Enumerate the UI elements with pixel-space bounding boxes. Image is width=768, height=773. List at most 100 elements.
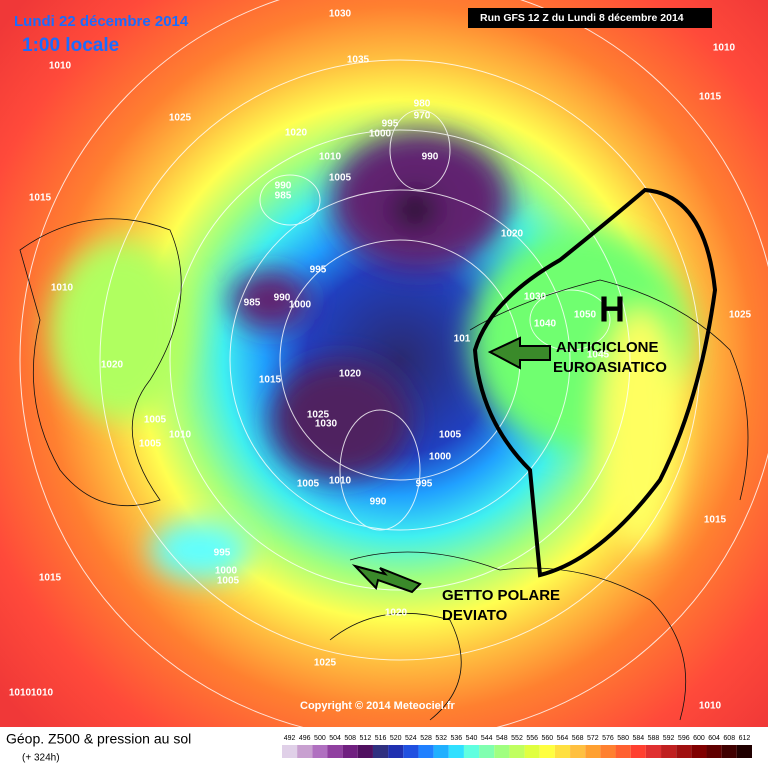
isobar-label: 1005: [139, 439, 162, 450]
colorbar-cell: [372, 745, 389, 758]
isobar-label: 1020: [285, 128, 308, 139]
colorbar-cell: [570, 745, 586, 758]
isobar-label: 1010: [319, 152, 342, 163]
isobar-label: 1050: [574, 310, 597, 321]
colorbar-label: 596: [678, 735, 690, 742]
colorbar: 492 496 500 504 508 512 516 520 524 528 532 536 540 5…: [282, 735, 752, 758]
colorbar-label: 548: [496, 735, 508, 742]
isobar-label: 995: [214, 548, 231, 559]
isobar-label: 1010: [31, 688, 54, 699]
lead-time: (+ 324h): [22, 753, 60, 764]
isobar-label: 995: [382, 119, 399, 130]
isobar-label: 985: [275, 191, 292, 202]
colorbar-cell: [297, 745, 313, 758]
isobar-label: 990: [370, 497, 387, 508]
colorbar-cell: [524, 745, 540, 758]
isobar-label: 1015: [699, 92, 722, 103]
colorbar-cell: [479, 745, 495, 758]
colorbar-label: 608: [723, 735, 735, 742]
isobar-label: 1045: [587, 350, 610, 361]
colorbar-label: 512: [360, 735, 372, 742]
run-info: Run GFS 12 Z du Lundi 8 décembre 2014: [480, 12, 684, 24]
anticyclone-outline: [472, 187, 718, 578]
isobar-label: 1020: [339, 369, 362, 380]
high-label: H: [599, 289, 625, 330]
colorbar-cell: [554, 745, 571, 758]
colorbar-label: 552: [511, 735, 523, 742]
isobar-label: 1010: [169, 430, 192, 441]
colorbar-cell: [676, 745, 692, 758]
colorbar-label: 500: [314, 735, 326, 742]
colorbar-cell: [312, 745, 328, 758]
isobar-label: 1030: [524, 292, 547, 303]
colorbar-cell: [448, 745, 464, 758]
isobar-label: 1025: [307, 410, 330, 421]
colorbar-label: 544: [481, 735, 493, 742]
isobar-label: 1005: [144, 415, 167, 426]
isobar-label: 1015: [259, 375, 282, 386]
isobar-label: 1015: [39, 573, 62, 584]
colorbar-cell: [494, 745, 510, 758]
isobar-labels: 1030101010351025102098097099510009901010…: [9, 9, 752, 712]
colorbar-cell: [418, 745, 434, 758]
colorbar-label: 556: [526, 735, 538, 742]
annotation: EUROASIATICO: [553, 359, 667, 376]
valid-date: Lundi 22 décembre 2014: [14, 13, 189, 30]
isobar-label: 1000: [289, 300, 312, 311]
isobar-label: 1020: [501, 229, 524, 240]
colorbar-label: 492: [284, 735, 296, 742]
colorbar-label: 572: [587, 735, 599, 742]
colorbar-label: 568: [572, 735, 584, 742]
colorbar-cell: [615, 745, 631, 758]
isobar-label: 970: [414, 111, 431, 122]
isobar-label: 1035: [347, 55, 370, 66]
isobar-label: 1025: [169, 113, 192, 124]
isobar-label: 1015: [29, 193, 52, 204]
colorbar-cell: [600, 745, 616, 758]
isobar-label: 1000: [369, 129, 392, 140]
isobar-label: 1010: [713, 43, 736, 54]
colorbar-label: 496: [299, 735, 311, 742]
colorbar-cell: [463, 745, 480, 758]
colorbar-cell: [342, 745, 358, 758]
run-box: [468, 8, 712, 28]
colorbar-label: 564: [557, 735, 569, 742]
colorbar-label: 604: [708, 735, 720, 742]
isobar-label: 1005: [297, 479, 320, 490]
isobar-label: 1010: [49, 61, 72, 72]
colorbar-cell: [736, 745, 752, 758]
isobar-label: 1005: [217, 576, 240, 587]
colorbar-cell: [509, 745, 525, 758]
isobar-label: 990: [422, 152, 439, 163]
arrow: [351, 564, 422, 594]
isobar-label: 1015: [704, 515, 727, 526]
isobar-label: 1025: [314, 658, 337, 669]
colorbar-label: 560: [541, 735, 553, 742]
isobar-label: 1010: [329, 476, 352, 487]
isobar-label: 1030: [315, 419, 338, 430]
colorbar-cell: [357, 745, 373, 758]
colorbar-label: 576: [602, 735, 614, 742]
colorbar-cell: [691, 745, 707, 758]
colorbar-label: 584: [632, 735, 644, 742]
colorbar-cell: [403, 745, 419, 758]
isobar-label: 1010: [699, 701, 722, 712]
colorbar-label: 592: [663, 735, 675, 742]
colorbar-cell: [433, 745, 449, 758]
colorbar-label: 580: [617, 735, 629, 742]
annotation: DEVIATO: [442, 607, 508, 624]
colorbar-label: 540: [466, 735, 478, 742]
isobar-label: 980: [414, 99, 431, 110]
colorbar-label: 588: [648, 735, 660, 742]
isobar-label: 1030: [329, 9, 352, 20]
colorbar-label: 528: [420, 735, 432, 742]
colorbar-label: 600: [693, 735, 705, 742]
isobar-label: 990: [274, 293, 291, 304]
colorbar-cell: [630, 745, 646, 758]
colorbar-cell: [388, 745, 404, 758]
isobar-label: 1010: [9, 688, 32, 699]
arrow: [487, 336, 551, 370]
field-title: Géop. Z500 & pression au sol: [6, 731, 191, 747]
